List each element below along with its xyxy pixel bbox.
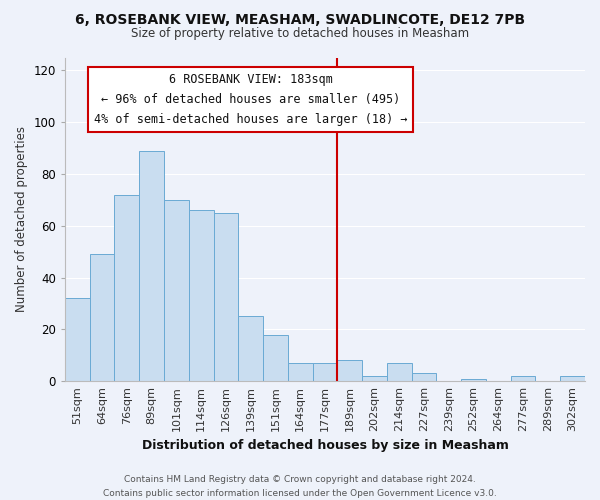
- Text: 6 ROSEBANK VIEW: 183sqm
← 96% of detached houses are smaller (495)
4% of semi-de: 6 ROSEBANK VIEW: 183sqm ← 96% of detache…: [94, 73, 407, 126]
- Bar: [139, 150, 164, 381]
- Text: Contains HM Land Registry data © Crown copyright and database right 2024.
Contai: Contains HM Land Registry data © Crown c…: [103, 476, 497, 498]
- Bar: [461, 378, 486, 381]
- Bar: [362, 376, 387, 381]
- Bar: [189, 210, 214, 381]
- Bar: [214, 213, 238, 381]
- Bar: [560, 376, 585, 381]
- Bar: [337, 360, 362, 381]
- Bar: [511, 376, 535, 381]
- Bar: [164, 200, 189, 381]
- Bar: [263, 334, 288, 381]
- Bar: [313, 363, 337, 381]
- Bar: [65, 298, 90, 381]
- Bar: [238, 316, 263, 381]
- Text: Size of property relative to detached houses in Measham: Size of property relative to detached ho…: [131, 28, 469, 40]
- Bar: [412, 374, 436, 381]
- Y-axis label: Number of detached properties: Number of detached properties: [15, 126, 28, 312]
- Bar: [387, 363, 412, 381]
- Bar: [288, 363, 313, 381]
- Bar: [115, 194, 139, 381]
- Text: 6, ROSEBANK VIEW, MEASHAM, SWADLINCOTE, DE12 7PB: 6, ROSEBANK VIEW, MEASHAM, SWADLINCOTE, …: [75, 12, 525, 26]
- X-axis label: Distribution of detached houses by size in Measham: Distribution of detached houses by size …: [142, 440, 508, 452]
- Bar: [90, 254, 115, 381]
